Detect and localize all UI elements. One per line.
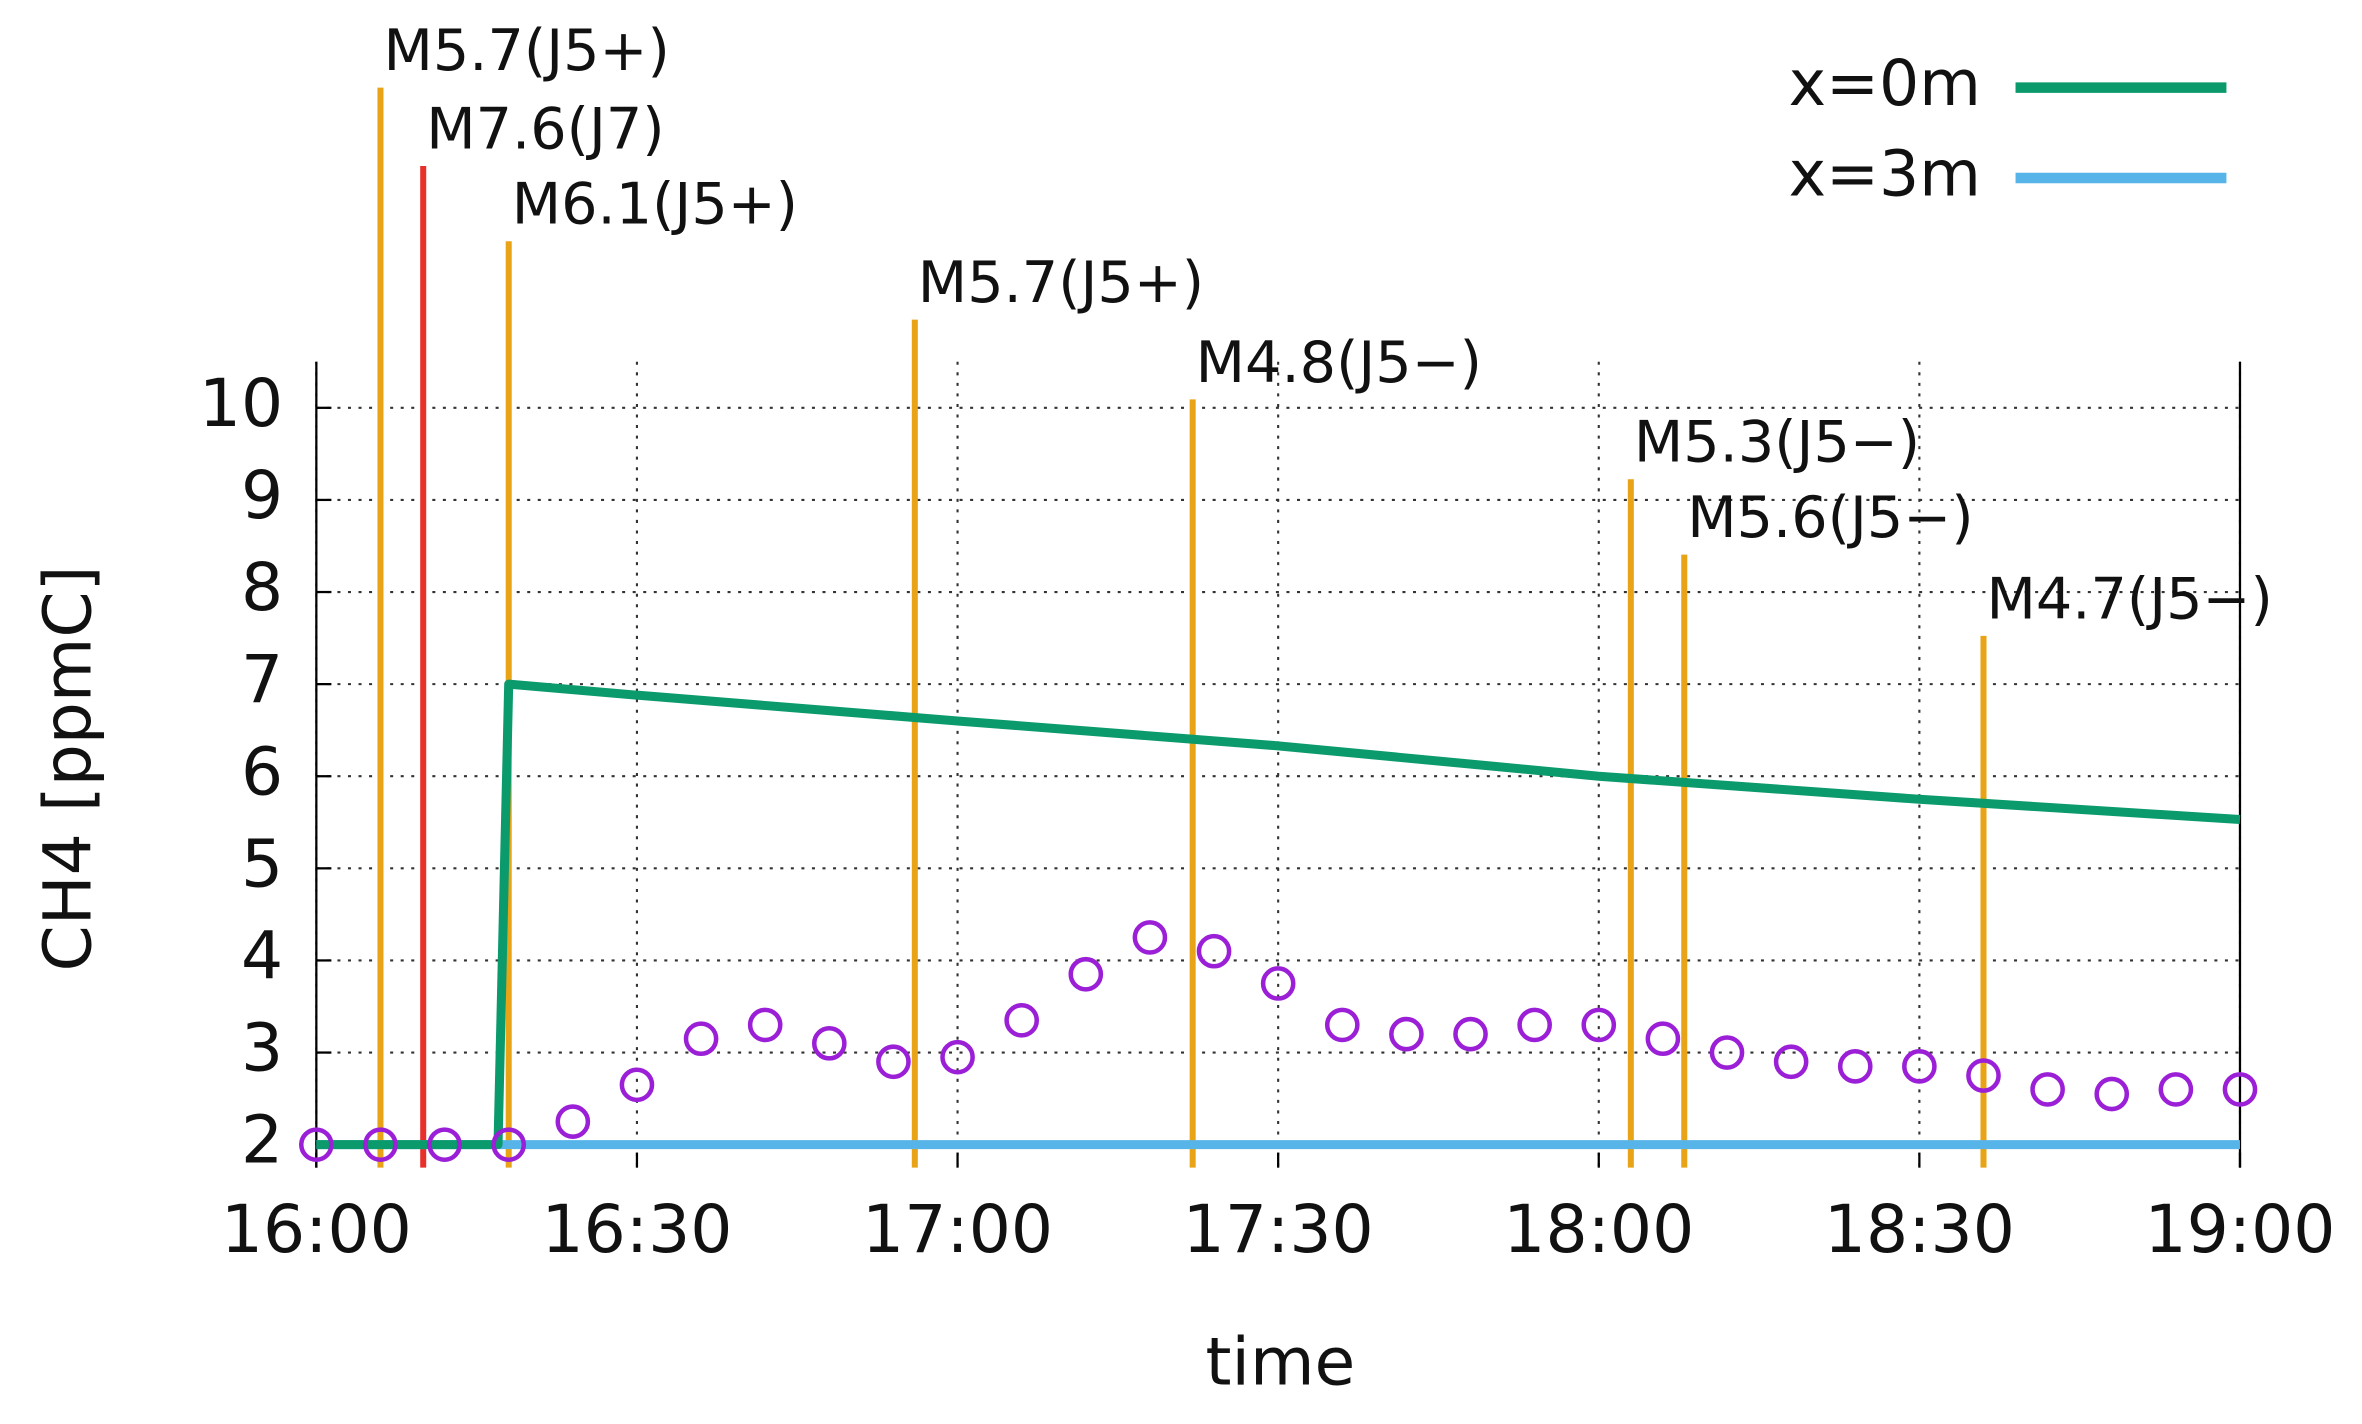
scatter-point [1517, 1007, 1552, 1043]
scatter-point [1260, 966, 1296, 1001]
y-tick-label: 10 [199, 364, 283, 442]
x-tick-label: 19:00 [2144, 1190, 2335, 1268]
scatter-point [2030, 1072, 2065, 1107]
scatter-point [1196, 933, 1232, 969]
event-label: M5.3(J5−) [1634, 410, 1920, 476]
scatter-point [1709, 1035, 1745, 1070]
scatter-point [2094, 1076, 2130, 1112]
scatter-point [1837, 1049, 1873, 1084]
scatter-point [299, 1127, 334, 1162]
event-label: M4.8(J5−) [1196, 330, 1482, 396]
scatter-point [1645, 1021, 1681, 1057]
y-tick-label: 2 [241, 1101, 283, 1179]
y-axis-title: CH4 [ppmC] [28, 565, 106, 971]
y-tick-label: 7 [241, 640, 283, 718]
event-label: M6.1(J5+) [512, 172, 798, 238]
scatter-point [876, 1044, 911, 1080]
scatter-point [940, 1039, 975, 1075]
scatter-point [2222, 1072, 2258, 1107]
legend-label: x=0m [1789, 46, 1981, 120]
x-tick-label: 18:00 [1503, 1190, 1694, 1268]
y-tick-label: 8 [241, 548, 283, 626]
scatter-point [747, 1007, 783, 1043]
x-tick-label: 16:30 [541, 1190, 732, 1268]
scatter-point [619, 1067, 655, 1103]
scatter-point [1068, 956, 1104, 992]
scatter-point [2158, 1072, 2194, 1107]
scatter-point [1132, 920, 1168, 955]
scatter-point [811, 1026, 847, 1061]
x-tick-label: 17:30 [1183, 1190, 1374, 1268]
event-label: M5.7(J5+) [918, 250, 1204, 316]
legend-label: x=3m [1789, 137, 1981, 211]
y-tick-label: 6 [241, 732, 283, 810]
scatter-point [555, 1104, 591, 1139]
x-tick-label: 18:30 [1824, 1190, 2015, 1268]
x-tick-label: 17:00 [862, 1190, 1053, 1268]
scatter-point [491, 1127, 527, 1162]
y-tick-label: 9 [241, 456, 283, 534]
scatter-point [363, 1127, 398, 1162]
scatter-point [683, 1021, 719, 1057]
scatter-point [1966, 1058, 2001, 1093]
y-tick-label: 5 [241, 824, 283, 902]
y-tick-label: 4 [241, 917, 283, 995]
x-tick-label: 16:00 [221, 1190, 412, 1268]
event-label: M5.7(J5+) [383, 18, 669, 84]
scatter-point [1773, 1044, 1809, 1080]
x-axis-title: time [1206, 1323, 1356, 1401]
scatter-point [1004, 1002, 1039, 1038]
y-tick-label: 3 [241, 1009, 283, 1087]
scatter-point [1453, 1016, 1488, 1052]
scatter-point [1902, 1049, 1937, 1084]
data-line [316, 679, 2241, 1150]
event-label: M4.7(J5−) [1987, 566, 2273, 632]
event-label: M7.6(J7) [426, 96, 664, 162]
scatter-point [427, 1127, 462, 1162]
scatter-point [1581, 1007, 1617, 1043]
scatter-point [1389, 1016, 1424, 1052]
scatter-point [1324, 1007, 1360, 1043]
event-label: M5.6(J5−) [1687, 485, 1973, 551]
